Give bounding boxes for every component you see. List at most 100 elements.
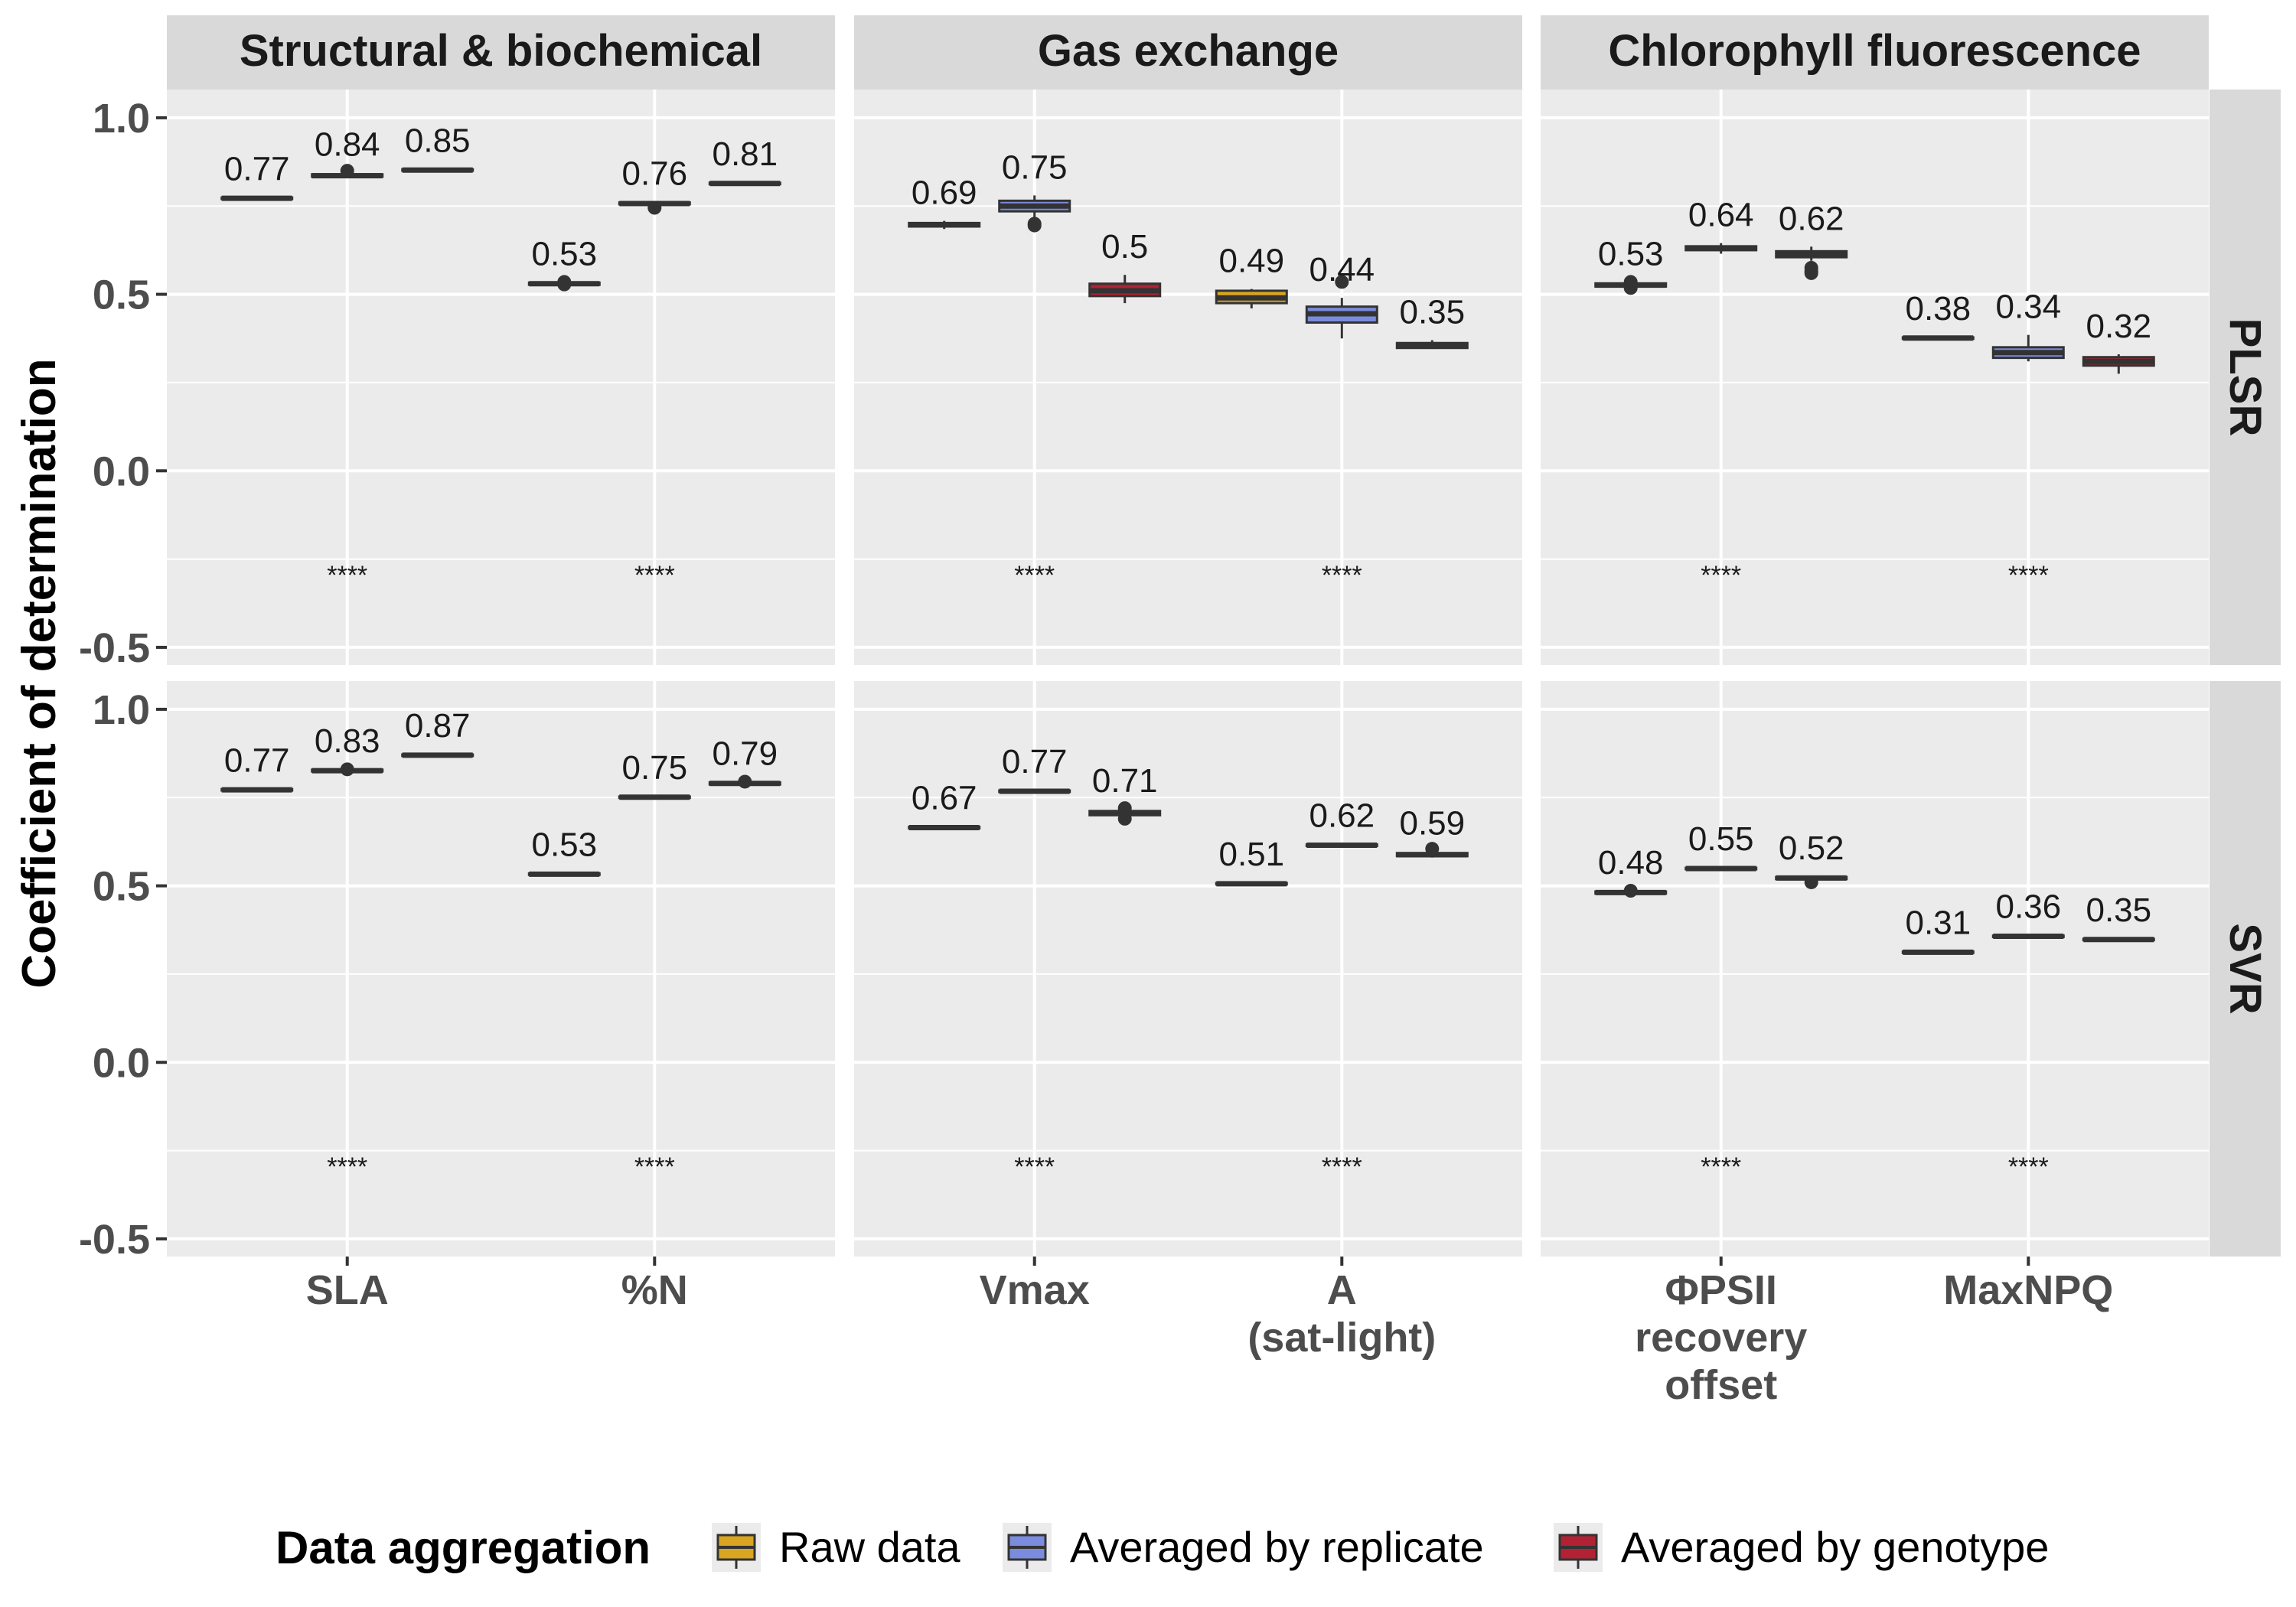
value-label: 0.64: [1688, 197, 1754, 234]
value-label: 0.81: [712, 135, 778, 173]
legend-entry-label: Averaged by genotype: [1621, 1523, 2049, 1571]
significance-label: ****: [327, 1152, 367, 1182]
x-tick-label: A: [1327, 1267, 1357, 1313]
value-label: 0.51: [1218, 836, 1284, 873]
y-tick-label: 0.5: [93, 272, 150, 318]
x-tick-label: offset: [1665, 1362, 1777, 1408]
y-tick-label: 1.0: [93, 96, 150, 142]
significance-label: ****: [1014, 1152, 1055, 1182]
value-label: 0.76: [621, 155, 687, 193]
x-tick-label: MaxNPQ: [1943, 1267, 2113, 1313]
value-label: 0.77: [224, 151, 290, 188]
significance-label: ****: [1014, 561, 1055, 590]
significance-label: ****: [1701, 561, 1741, 590]
value-label: 0.5: [1101, 228, 1148, 266]
value-label: 0.75: [1002, 148, 1068, 186]
panel-background: [167, 681, 835, 1257]
significance-label: ****: [2008, 1152, 2049, 1182]
significance-label: ****: [327, 561, 367, 590]
box-outlier: [1804, 266, 1818, 280]
value-label: 0.77: [1002, 743, 1068, 781]
facet-strip-column: [854, 15, 1522, 90]
value-label: 0.77: [224, 742, 290, 780]
value-label: 0.38: [1905, 290, 1971, 328]
facet-strip-column: [1541, 15, 2209, 90]
value-label: 0.52: [1779, 830, 1844, 867]
box-outlier: [1425, 842, 1440, 856]
value-label: 0.53: [1598, 235, 1664, 272]
facet-strip-row: [2210, 90, 2281, 665]
box-outlier: [1623, 884, 1638, 898]
significance-label: ****: [2008, 561, 2049, 590]
legend-title: Data aggregation: [276, 1522, 651, 1573]
box-outlier: [340, 164, 354, 178]
significance-label: ****: [634, 1152, 675, 1182]
facet-strip-row: [2210, 681, 2281, 1257]
value-label: 0.53: [531, 235, 597, 272]
value-label: 0.87: [405, 707, 471, 745]
value-label: 0.36: [1995, 888, 2061, 926]
panel-background: [854, 90, 1522, 665]
facet-strip-row-label: SVR: [2220, 923, 2270, 1014]
value-label: 0.83: [315, 722, 380, 760]
box-outlier: [1117, 811, 1132, 826]
value-label: 0.62: [1779, 200, 1844, 237]
x-tick-label: recovery: [1635, 1315, 1807, 1361]
value-label: 0.69: [912, 174, 977, 212]
value-label: 0.67: [912, 780, 977, 817]
y-tick-label: 0.5: [93, 864, 150, 910]
value-label: 0.55: [1688, 820, 1754, 858]
box-outlier: [1027, 217, 1042, 231]
significance-label: ****: [634, 561, 675, 590]
y-tick-label: 0.0: [93, 448, 150, 494]
value-label: 0.71: [1092, 762, 1158, 800]
value-label: 0.48: [1598, 844, 1664, 882]
facet-strip-label: Chlorophyll fluorescence: [1608, 26, 2141, 76]
box-outlier: [1804, 875, 1818, 889]
box-outlier: [1335, 275, 1349, 289]
value-label: 0.59: [1399, 804, 1465, 842]
x-tick-label: ΦPSII: [1665, 1267, 1777, 1313]
value-label: 0.32: [2086, 308, 2151, 345]
panel-background: [854, 681, 1522, 1257]
legend-entry-label: Raw data: [779, 1523, 960, 1571]
value-label: 0.31: [1905, 904, 1971, 941]
y-axis-title: Coefficient of determination: [13, 358, 66, 988]
value-label: 0.79: [712, 735, 778, 772]
x-tick-label: (sat-light): [1247, 1315, 1436, 1361]
value-label: 0.49: [1218, 243, 1284, 280]
value-label: 0.75: [621, 749, 687, 787]
value-label: 0.35: [2086, 892, 2151, 929]
x-tick-label: Vmax: [980, 1267, 1090, 1313]
value-label: 0.35: [1399, 294, 1465, 331]
value-label: 0.34: [1995, 288, 2061, 326]
value-label: 0.44: [1309, 251, 1375, 288]
value-label: 0.62: [1309, 797, 1375, 835]
y-tick-label: 1.0: [93, 687, 150, 733]
value-label: 0.85: [405, 122, 471, 159]
significance-label: ****: [1322, 561, 1362, 590]
legend-entry-label: Averaged by replicate: [1070, 1523, 1484, 1571]
box-outlier: [557, 277, 572, 292]
facet-strip-row-label: PLSR: [2220, 318, 2270, 437]
panel-background: [1541, 90, 2209, 665]
significance-label: ****: [1322, 1152, 1362, 1182]
x-tick-label: %N: [621, 1267, 688, 1313]
x-tick-label: SLA: [306, 1267, 389, 1313]
facet-strip-label: Gas exchange: [1038, 26, 1339, 76]
panel-background: [1541, 681, 2209, 1257]
box-outlier: [1623, 275, 1638, 289]
box-outlier: [647, 200, 662, 215]
box-outlier: [1117, 801, 1132, 816]
facet-strip-column: [167, 15, 835, 90]
y-tick-label: -0.5: [79, 1217, 150, 1263]
value-label: 0.84: [315, 125, 380, 163]
box-outlier: [738, 774, 752, 789]
value-label: 0.53: [531, 826, 597, 864]
facet-strip-label: Structural & biochemical: [240, 26, 762, 76]
significance-label: ****: [1701, 1152, 1741, 1182]
box-outlier: [340, 762, 354, 777]
y-tick-label: -0.5: [79, 625, 150, 671]
y-tick-label: 0.0: [93, 1040, 150, 1086]
